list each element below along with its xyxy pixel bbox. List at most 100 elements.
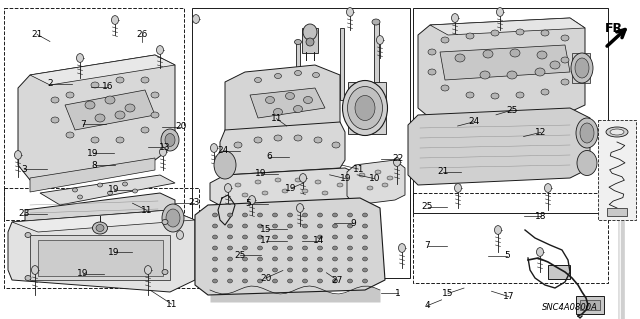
Bar — [413, 8, 608, 213]
Ellipse shape — [303, 24, 317, 40]
Ellipse shape — [116, 77, 124, 83]
Text: 19: 19 — [285, 184, 297, 193]
Ellipse shape — [157, 46, 163, 54]
Bar — [348, 82, 386, 134]
Polygon shape — [18, 55, 175, 180]
Ellipse shape — [399, 244, 406, 252]
Ellipse shape — [177, 231, 184, 239]
Ellipse shape — [362, 213, 367, 217]
Text: 25: 25 — [234, 251, 246, 260]
Ellipse shape — [362, 279, 367, 283]
Text: 23: 23 — [188, 198, 200, 207]
Ellipse shape — [125, 104, 135, 112]
Text: 5: 5 — [246, 199, 251, 208]
Text: 11: 11 — [353, 165, 364, 174]
Ellipse shape — [248, 196, 255, 204]
Ellipse shape — [141, 77, 149, 83]
Bar — [38, 240, 163, 276]
Text: 15: 15 — [260, 225, 271, 234]
Ellipse shape — [254, 137, 262, 143]
Ellipse shape — [275, 73, 282, 78]
Ellipse shape — [287, 235, 292, 239]
Text: 2: 2 — [47, 79, 52, 88]
Ellipse shape — [77, 54, 83, 63]
Ellipse shape — [394, 158, 401, 167]
Ellipse shape — [235, 183, 241, 187]
Text: 10: 10 — [369, 174, 380, 183]
Ellipse shape — [31, 266, 38, 274]
Ellipse shape — [85, 101, 95, 109]
Ellipse shape — [294, 70, 301, 76]
Ellipse shape — [274, 135, 282, 141]
Ellipse shape — [15, 151, 22, 160]
Ellipse shape — [348, 86, 383, 130]
Ellipse shape — [227, 268, 232, 272]
Ellipse shape — [105, 96, 115, 104]
Text: 27: 27 — [332, 276, 343, 285]
Text: 11: 11 — [166, 300, 177, 308]
Ellipse shape — [159, 148, 166, 156]
Ellipse shape — [317, 257, 323, 261]
Ellipse shape — [294, 135, 302, 141]
Ellipse shape — [132, 189, 138, 193]
Ellipse shape — [346, 8, 353, 16]
Text: 9: 9 — [351, 219, 356, 228]
Ellipse shape — [111, 16, 118, 24]
Ellipse shape — [162, 219, 168, 225]
Text: 18: 18 — [535, 212, 547, 221]
Ellipse shape — [333, 268, 337, 272]
Ellipse shape — [282, 189, 288, 193]
Ellipse shape — [362, 224, 367, 228]
Ellipse shape — [561, 35, 569, 41]
Ellipse shape — [72, 188, 77, 192]
Bar — [296, 42, 300, 122]
Polygon shape — [30, 158, 155, 192]
Ellipse shape — [303, 235, 307, 239]
Ellipse shape — [317, 213, 323, 217]
Ellipse shape — [25, 276, 31, 280]
Ellipse shape — [273, 279, 278, 283]
Ellipse shape — [537, 51, 547, 59]
Text: 24: 24 — [217, 146, 228, 155]
Text: 13: 13 — [159, 143, 171, 152]
Bar — [374, 22, 379, 107]
Ellipse shape — [162, 204, 184, 232]
Ellipse shape — [491, 93, 499, 99]
Ellipse shape — [507, 71, 517, 79]
Text: 14: 14 — [313, 236, 324, 245]
Polygon shape — [440, 45, 570, 80]
Text: 26: 26 — [136, 30, 148, 39]
Polygon shape — [408, 108, 590, 185]
Ellipse shape — [161, 129, 179, 151]
Text: 4: 4 — [425, 301, 430, 310]
Ellipse shape — [382, 183, 388, 187]
Ellipse shape — [255, 180, 261, 184]
Ellipse shape — [333, 279, 337, 283]
Ellipse shape — [454, 184, 461, 192]
Ellipse shape — [212, 257, 218, 261]
Bar — [598, 120, 636, 220]
Text: 3: 3 — [22, 165, 27, 174]
Text: 6: 6 — [266, 152, 271, 161]
Ellipse shape — [227, 246, 232, 250]
Ellipse shape — [225, 184, 232, 192]
Text: 19: 19 — [87, 149, 99, 158]
Ellipse shape — [348, 268, 353, 272]
Text: 25: 25 — [422, 202, 433, 211]
Ellipse shape — [362, 246, 367, 250]
Ellipse shape — [322, 191, 328, 195]
Ellipse shape — [375, 170, 381, 174]
Ellipse shape — [243, 246, 248, 250]
Ellipse shape — [294, 40, 301, 44]
Ellipse shape — [576, 118, 598, 148]
Ellipse shape — [372, 19, 380, 25]
Text: 21: 21 — [437, 167, 449, 176]
Ellipse shape — [287, 257, 292, 261]
Ellipse shape — [273, 108, 282, 115]
Text: 7: 7 — [81, 120, 86, 129]
Ellipse shape — [212, 246, 218, 250]
Ellipse shape — [315, 180, 321, 184]
Ellipse shape — [536, 248, 543, 256]
Ellipse shape — [234, 142, 242, 148]
Ellipse shape — [317, 246, 323, 250]
